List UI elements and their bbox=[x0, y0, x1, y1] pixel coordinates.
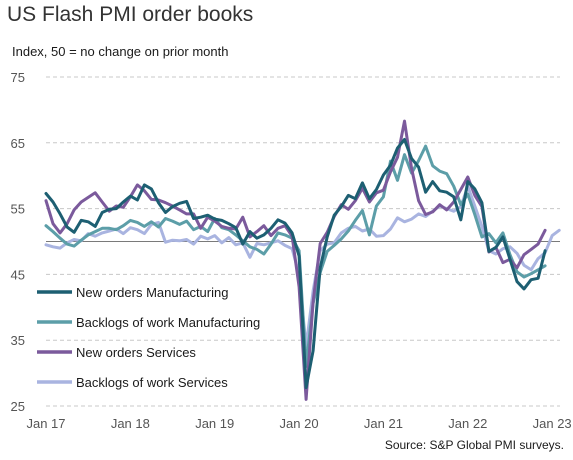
x-tick-label: Jan 18 bbox=[111, 416, 150, 431]
series-lines bbox=[44, 119, 561, 401]
x-tick-label: Jan 17 bbox=[26, 416, 65, 431]
x-tick-label: Jan 22 bbox=[448, 416, 487, 431]
x-tick-label: Jan 21 bbox=[364, 416, 403, 431]
source-note: Source: S&P Global PMI surveys. bbox=[384, 438, 564, 452]
y-axis-ticks: 25 35 45 55 65 75 bbox=[11, 70, 25, 414]
legend-label-backlogs-of-work-services: Backlogs of work Services bbox=[76, 375, 228, 390]
series-line-new-orders-manufacturing bbox=[44, 138, 547, 390]
y-tick-label-65: 65 bbox=[11, 136, 25, 151]
y-tick-label-55: 55 bbox=[11, 202, 25, 217]
y-tick-label-25: 25 bbox=[11, 399, 25, 414]
x-axis-ticks: Jan 17 Jan 18 Jan 19 Jan 20 Jan 21 Jan 22 Jan … bbox=[26, 416, 571, 431]
x-tick-label: Jan 19 bbox=[195, 416, 234, 431]
y-tick-label-75: 75 bbox=[11, 70, 25, 85]
y-axis-label: Index, 50 = no change on prior month bbox=[12, 44, 229, 59]
chart-title: US Flash PMI order books bbox=[7, 3, 254, 26]
legend-label-new-orders-services: New orders Services bbox=[76, 345, 196, 360]
legend: New orders Manufacturing Backlogs of work… bbox=[37, 285, 260, 390]
x-tick-label: Jan 20 bbox=[280, 416, 319, 431]
legend-label-new-orders-manufacturing: New orders Manufacturing bbox=[76, 285, 228, 300]
legend-label-backlogs-of-work-manufacturing: Backlogs of work Manufacturing bbox=[76, 315, 260, 330]
y-tick-label-45: 45 bbox=[11, 267, 25, 282]
x-tick-label: Jan 23 bbox=[533, 416, 572, 431]
y-tick-label-35: 35 bbox=[11, 333, 25, 348]
